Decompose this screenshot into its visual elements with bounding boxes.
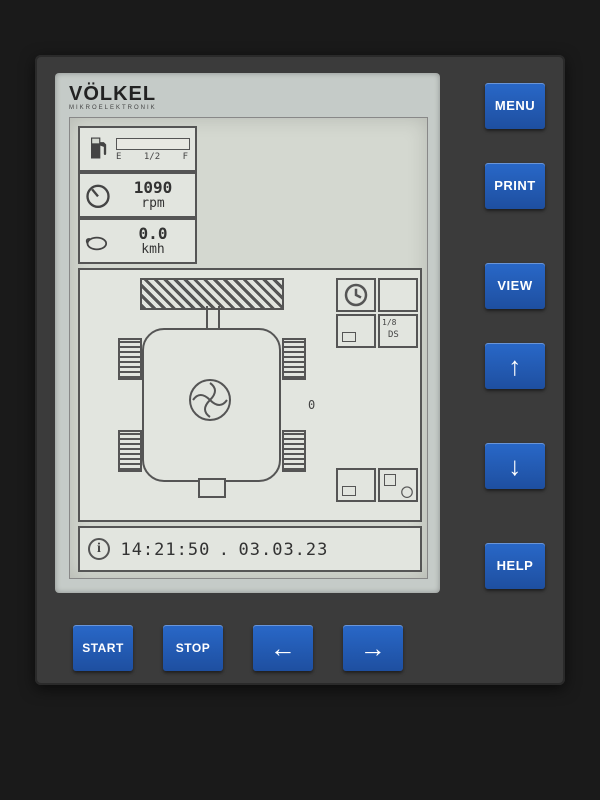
diagram-clock-panel: [336, 278, 376, 312]
status-date: 03.03.23: [239, 540, 329, 560]
rpm-gauge: 1090 rpm: [78, 172, 197, 218]
brand-subtitle: MIKROELEKTRONIK: [69, 105, 157, 111]
speed-gauge: 0.0 kmh: [78, 218, 197, 264]
status-bar: i 14:21:50 . 03.03.23: [78, 526, 422, 572]
turtle-icon: [84, 226, 112, 254]
start-button[interactable]: START: [73, 625, 133, 671]
screen-bezel: VÖLKEL MIKROELEKTRONIK E1/2F 1090 rpm 0.…: [55, 73, 440, 593]
stop-button[interactable]: STOP: [163, 625, 223, 671]
rpm-value: 1090: [116, 178, 190, 197]
brand-name: VÖLKEL: [69, 83, 156, 106]
menu-button[interactable]: MENU: [485, 83, 545, 129]
info-icon: i: [88, 538, 110, 560]
right-button[interactable]: →: [343, 625, 403, 671]
lcd-screen: E1/2F 1090 rpm 0.0 kmh: [69, 117, 428, 579]
diagram-ds-panel: 1/8 DS: [378, 314, 418, 348]
tachometer-icon: [84, 180, 112, 208]
up-button[interactable]: ↑: [485, 343, 545, 389]
diagram-aux-panel: [336, 468, 376, 502]
help-button[interactable]: HELP: [485, 543, 545, 589]
rpm-unit: rpm: [116, 196, 190, 211]
mini-tach-icon: [400, 484, 414, 498]
fuel-ticks: E1/2F: [116, 152, 188, 162]
diagram-wheel: [282, 430, 306, 472]
diagram-hatch-panel: [378, 278, 418, 312]
left-button[interactable]: ←: [253, 625, 313, 671]
down-button[interactable]: ↓: [485, 443, 545, 489]
diagram-level-panel: [336, 314, 376, 348]
device-frame: MENU PRINT VIEW ↑ ↓ HELP START STOP ← → …: [35, 55, 565, 685]
diagram-wheel: [118, 430, 142, 472]
speed-value: 0.0: [116, 224, 190, 243]
diagram-rpm-panel: [378, 468, 418, 502]
fuel-gauge: E1/2F: [78, 126, 197, 172]
clock-icon: [338, 280, 374, 310]
print-button[interactable]: PRINT: [485, 163, 545, 209]
diagram-rotor-icon: [185, 375, 235, 425]
machine-diagram: 0 1/8 DS: [78, 268, 422, 522]
fuel-bar: [116, 138, 190, 150]
diagram-wheel: [282, 338, 306, 380]
diagram-hitch: [198, 478, 226, 498]
status-time: 14:21:50: [120, 540, 210, 560]
speed-unit: kmh: [116, 242, 190, 257]
diagram-wheel: [118, 338, 142, 380]
fuel-icon: [84, 134, 112, 162]
view-button[interactable]: VIEW: [485, 263, 545, 309]
